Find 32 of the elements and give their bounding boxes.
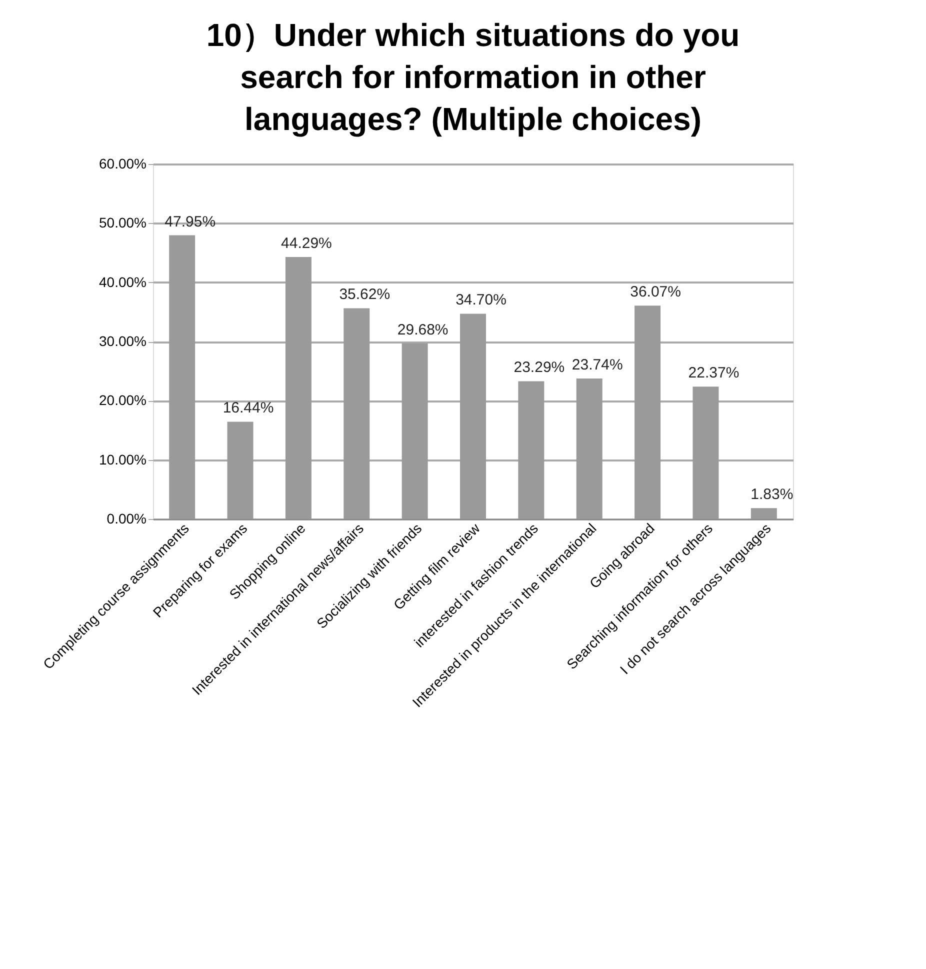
text: languages? (Multiple choices) <box>244 101 702 137</box>
data-label: 23.74% <box>572 356 623 374</box>
y-tick-label: 0.00% <box>106 510 146 526</box>
bar <box>227 422 254 519</box>
bar <box>576 378 602 519</box>
data-label: 34.70% <box>456 292 506 309</box>
data-label: 1.83% <box>750 486 794 504</box>
text: search for information in other <box>240 59 706 95</box>
bar <box>750 508 777 519</box>
data-label: 44.29% <box>281 234 332 252</box>
y-tick-label: 10.00% <box>99 451 146 468</box>
y-tick-label: 60.00% <box>99 156 146 172</box>
bar <box>692 386 719 519</box>
bar <box>402 343 428 519</box>
y-tick-label: 30.00% <box>99 333 146 349</box>
bar <box>344 308 370 519</box>
data-label: 47.95% <box>164 213 216 230</box>
data-label: 16.44% <box>222 400 274 417</box>
data-label: 23.29% <box>514 359 565 376</box>
bar <box>634 306 661 519</box>
data-label: 29.68% <box>397 321 448 338</box>
y-tick-label: 40.00% <box>99 274 146 290</box>
bar <box>518 381 544 519</box>
data-label: 22.37% <box>688 364 740 382</box>
bar <box>169 235 196 519</box>
y-tick-label: 50.00% <box>99 214 146 231</box>
bar <box>285 256 312 519</box>
y-tick-label: 20.00% <box>99 392 146 408</box>
text: 10）Under which situations do you <box>206 17 740 53</box>
bar <box>460 314 486 519</box>
data-label: 36.07% <box>630 284 681 301</box>
data-label: 35.62% <box>339 286 390 304</box>
